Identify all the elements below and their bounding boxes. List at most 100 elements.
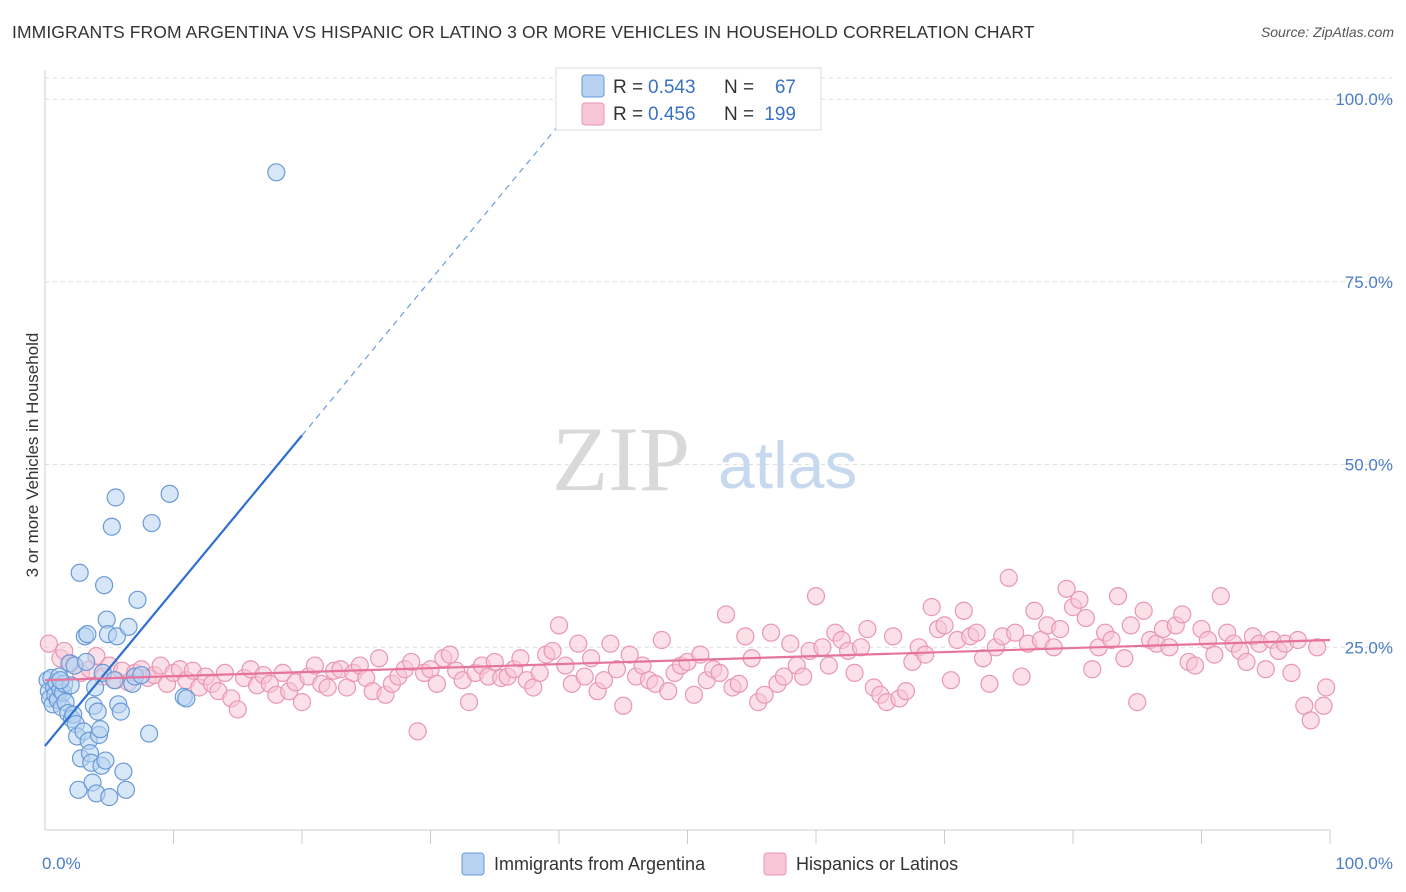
point-argentina-64 <box>177 689 196 708</box>
legend-n-value-argentina: 67 <box>775 77 796 98</box>
point-hispanic-68 <box>485 652 504 672</box>
point-hispanic-94 <box>652 630 671 650</box>
point-hispanic-116 <box>794 667 813 686</box>
grid-lines <box>45 77 1392 648</box>
point-hispanic-61 <box>440 645 459 664</box>
point-hispanic-86 <box>601 634 620 653</box>
point-hispanic-159 <box>1070 590 1089 609</box>
point-hispanic-192 <box>1282 663 1301 682</box>
point-argentina-55 <box>119 617 138 636</box>
chart-title: IMMIGRANTS FROM ARGENTINA VS HISPANIC OR… <box>12 22 1035 42</box>
point-hispanic-164 <box>1102 630 1121 650</box>
trend-line-hispanic <box>44 638 1331 682</box>
point-hispanic-138 <box>935 616 954 635</box>
legend-r-label-argentina: R = <box>613 77 643 98</box>
point-argentina-54 <box>116 780 136 799</box>
point-hispanic-161 <box>1083 660 1102 679</box>
point-argentina-52 <box>111 702 130 721</box>
point-hispanic-107 <box>736 627 755 646</box>
top-legend: R = 0.543 N = 67 R = 0.456 N = 199 <box>555 67 822 131</box>
y-tick-label-0: 25.0% <box>1345 638 1393 657</box>
trend-line-argentina-extension <box>301 124 560 436</box>
point-hispanic-160 <box>1076 608 1095 628</box>
point-argentina-46 <box>100 788 119 807</box>
point-hispanic-139 <box>941 671 961 690</box>
y-axis-label: 3 or more Vehicles in Household <box>23 333 42 578</box>
chart-source: Source: ZipAtlas.com <box>1260 24 1394 40</box>
point-hispanic-56 <box>408 722 427 741</box>
legend-swatch-hispanic <box>581 102 605 126</box>
point-hispanic-28 <box>228 700 247 719</box>
point-hispanic-195 <box>1301 711 1320 730</box>
point-hispanic-175 <box>1173 605 1192 624</box>
point-hispanic-119 <box>813 638 832 657</box>
point-hispanic-177 <box>1185 656 1205 675</box>
point-hispanic-168 <box>1128 693 1147 712</box>
point-hispanic-72 <box>511 649 530 668</box>
y-tick-label-2: 75.0% <box>1345 273 1393 292</box>
point-argentina-37 <box>88 702 107 721</box>
point-argentina-42 <box>95 576 114 595</box>
point-hispanic-149 <box>1006 623 1025 642</box>
legend-n-label-hispanic: N = <box>724 104 754 125</box>
point-argentina-39 <box>91 720 110 739</box>
point-hispanic-0 <box>39 634 58 653</box>
point-hispanic-77 <box>543 641 562 661</box>
point-argentina-61 <box>142 513 161 533</box>
point-hispanic-166 <box>1115 649 1134 668</box>
point-hispanic-152 <box>1025 601 1044 620</box>
point-argentina-48 <box>105 671 124 690</box>
bottom-legend-label-argentina: Immigrants from Argentina <box>494 854 706 874</box>
legend-swatch-argentina <box>581 74 605 98</box>
point-hispanic-55 <box>402 652 421 672</box>
point-hispanic-124 <box>845 663 864 682</box>
point-hispanic-75 <box>530 663 549 682</box>
point-hispanic-181 <box>1211 587 1230 606</box>
point-hispanic-136 <box>922 598 941 617</box>
point-hispanic-85 <box>594 671 614 690</box>
point-argentina-60 <box>139 724 159 743</box>
point-hispanic-167 <box>1121 616 1140 635</box>
legend-r-value-argentina: 0.543 <box>648 77 696 98</box>
bottom-legend: Immigrants from Argentina Hispanics or L… <box>461 852 958 876</box>
point-hispanic-87 <box>607 660 626 679</box>
point-hispanic-50 <box>370 649 389 668</box>
point-hispanic-82 <box>575 667 594 686</box>
legend-n-value-hispanic: 199 <box>764 104 796 125</box>
point-hispanic-81 <box>569 634 588 653</box>
point-hispanic-185 <box>1237 652 1256 672</box>
point-hispanic-169 <box>1134 601 1153 620</box>
point-hispanic-42 <box>318 678 337 697</box>
point-argentina-53 <box>114 762 133 781</box>
point-hispanic-150 <box>1012 667 1031 686</box>
x-tick-label-0: 0.0% <box>42 854 81 873</box>
point-hispanic-198 <box>1317 678 1336 697</box>
tick-labels: 25.0% 50.0% 75.0% 100.0% 0.0% 100.0% <box>42 90 1393 873</box>
point-argentina-23 <box>69 780 88 799</box>
y-tick-label-3: 100.0% <box>1335 90 1393 109</box>
bottom-legend-swatch-argentina <box>461 852 485 876</box>
point-hispanic-125 <box>851 638 871 657</box>
point-hispanic-148 <box>999 568 1018 587</box>
bottom-legend-label-hispanic: Hispanics or Latinos <box>796 854 958 874</box>
legend-r-label-hispanic: R = <box>613 104 643 125</box>
point-hispanic-120 <box>819 656 838 675</box>
point-hispanic-79 <box>556 656 575 675</box>
point-argentina-24 <box>70 563 89 582</box>
point-hispanic-196 <box>1308 638 1327 657</box>
point-hispanic-106 <box>729 674 749 693</box>
y-tick-label-1: 50.0% <box>1345 456 1393 475</box>
point-hispanic-197 <box>1314 696 1333 715</box>
point-hispanic-155 <box>1044 638 1063 657</box>
point-argentina-29 <box>78 625 97 644</box>
trend-line-argentina <box>44 434 303 747</box>
point-hispanic-95 <box>659 682 678 701</box>
bottom-legend-swatch-hispanic <box>763 852 787 876</box>
point-hispanic-64 <box>459 693 479 712</box>
legend-n-label-argentina: N = <box>724 77 754 98</box>
watermark-atlas: atlas <box>718 428 857 502</box>
point-hispanic-114 <box>781 634 800 653</box>
point-hispanic-113 <box>774 667 793 686</box>
point-hispanic-156 <box>1051 619 1070 639</box>
